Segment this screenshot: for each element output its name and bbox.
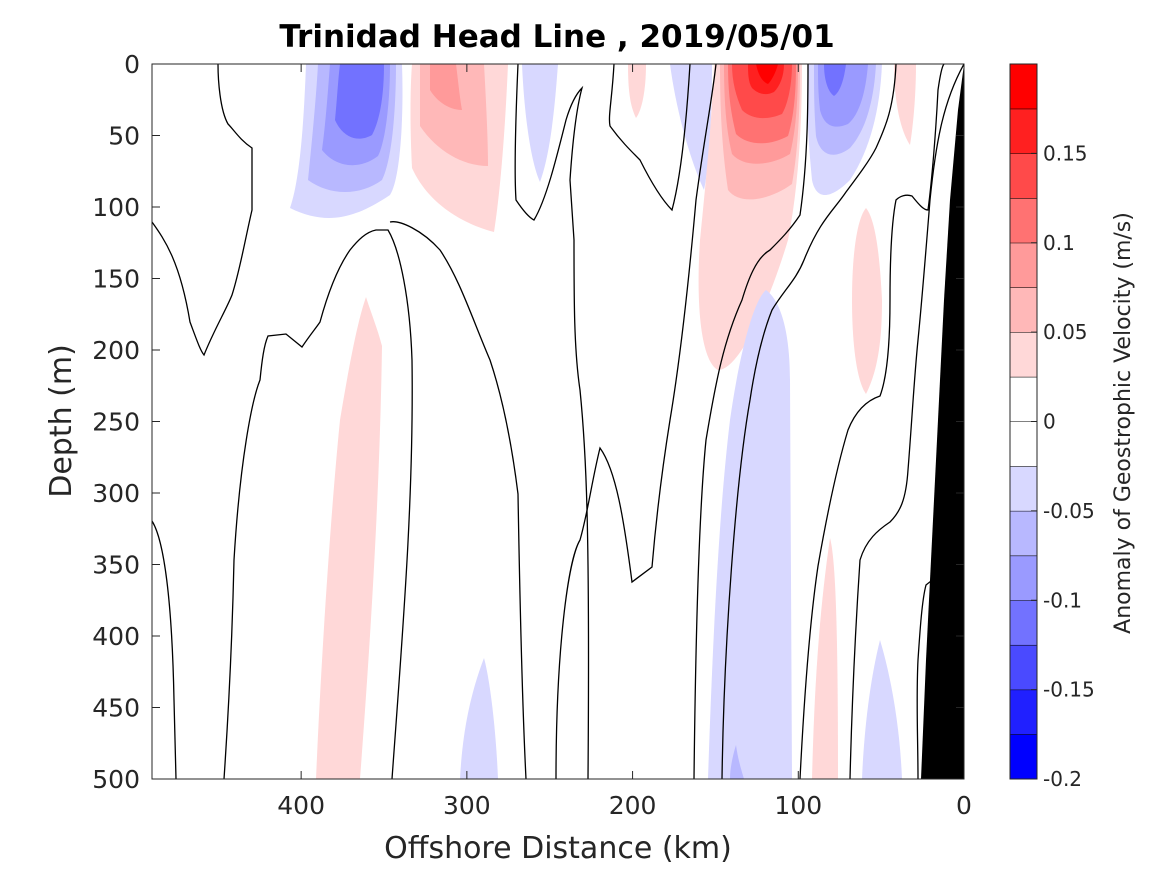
colorbar-bin — [1010, 689, 1037, 735]
velocity-fill — [708, 290, 792, 779]
zero-contour-line — [389, 221, 527, 779]
colorbar-tick-label: 0.05 — [1043, 320, 1088, 344]
zero-contour-line — [849, 64, 964, 779]
velocity-fill — [756, 64, 778, 84]
y-axis-label: Depth (m) — [44, 344, 79, 498]
x-tick-label: 400 — [277, 791, 325, 820]
colorbar-bin — [1010, 421, 1037, 467]
y-tick-label: 400 — [92, 622, 140, 651]
velocity-fill — [335, 64, 384, 139]
velocity-fill — [628, 64, 646, 118]
colorbar-tick-label: -0.05 — [1043, 499, 1095, 523]
velocity-fill — [852, 208, 882, 394]
zero-contour-line — [152, 520, 177, 779]
colorbar-bin — [1010, 332, 1037, 377]
x-axis: 400 300 200 100 0 — [277, 64, 972, 820]
colorbar-bin — [1010, 510, 1037, 556]
y-tick-label: 50 — [108, 122, 140, 151]
x-tick-label: 200 — [609, 791, 657, 820]
zero-contour-line — [514, 64, 590, 779]
y-axis: 0 50 100 150 200 250 300 350 400 450 500 — [92, 50, 964, 794]
colorbar-tick-label: -0.15 — [1043, 678, 1095, 702]
velocity-fill — [862, 640, 902, 779]
zero-contour-line — [799, 64, 945, 779]
colorbar-bin — [1010, 242, 1037, 288]
colorbar-bin — [1010, 198, 1037, 243]
colorbar-label: Anomaly of Geostrophic Velocity (m/s) — [1111, 212, 1136, 634]
velocity-fill — [430, 64, 462, 110]
velocity-fill — [812, 538, 838, 779]
zero-contour-line — [693, 64, 809, 779]
y-tick-label: 350 — [92, 551, 140, 580]
y-tick-label: 100 — [92, 193, 140, 222]
y-tick-label: 250 — [92, 408, 140, 437]
velocity-fill-layer — [290, 64, 916, 779]
colorbar-tick-label: -0.1 — [1043, 588, 1082, 612]
zero-contour-line — [152, 64, 253, 357]
colorbar-bin — [1010, 600, 1037, 645]
colorbar-bin — [1010, 466, 1037, 511]
zero-contour-line — [223, 229, 413, 779]
plot-area — [152, 64, 964, 779]
colorbar-bin — [1010, 376, 1037, 422]
velocity-fill — [824, 64, 846, 96]
colorbar-tick-label: 0.1 — [1043, 231, 1075, 255]
y-tick-label: 200 — [92, 336, 140, 365]
velocity-fill — [316, 297, 382, 779]
colorbar-tick-label: 0 — [1043, 410, 1056, 434]
y-tick-label: 0 — [124, 50, 140, 79]
y-tick-label: 450 — [92, 694, 140, 723]
colorbar-bin — [1010, 64, 1037, 109]
x-axis-label: Offshore Distance (km) — [384, 831, 732, 866]
colorbar-tick-label: 0.15 — [1043, 141, 1088, 165]
velocity-fill — [460, 658, 498, 779]
colorbar-tick-label: -0.2 — [1043, 767, 1082, 791]
y-tick-label: 500 — [92, 765, 140, 794]
y-tick-label: 300 — [92, 479, 140, 508]
x-tick-label: 100 — [774, 791, 822, 820]
colorbar-bin — [1010, 287, 1037, 333]
zero-contour-layer — [152, 64, 964, 779]
velocity-fill — [522, 64, 558, 182]
colorbar-bin — [1010, 108, 1037, 154]
x-tick-label: 300 — [443, 791, 491, 820]
chart-title: Trinidad Head Line , 2019/05/01 — [279, 19, 834, 55]
colorbar-bin — [1010, 644, 1037, 690]
velocity-fill — [730, 745, 744, 779]
zero-contour-line — [608, 64, 691, 212]
colorbar-bin — [1010, 153, 1037, 199]
colorbar: -0.2 -0.15 -0.1 -0.05 0 0.05 0.1 0.15 — [1009, 63, 1095, 791]
bathymetry-mask — [921, 64, 964, 779]
x-tick-label: 0 — [956, 791, 972, 820]
y-tick-label: 150 — [92, 265, 140, 294]
zero-contour-line — [721, 64, 897, 779]
velocity-fill — [894, 64, 916, 145]
colorbar-bin — [1010, 555, 1037, 601]
colorbar-bin — [1010, 734, 1037, 779]
zero-contour-line — [555, 64, 717, 779]
